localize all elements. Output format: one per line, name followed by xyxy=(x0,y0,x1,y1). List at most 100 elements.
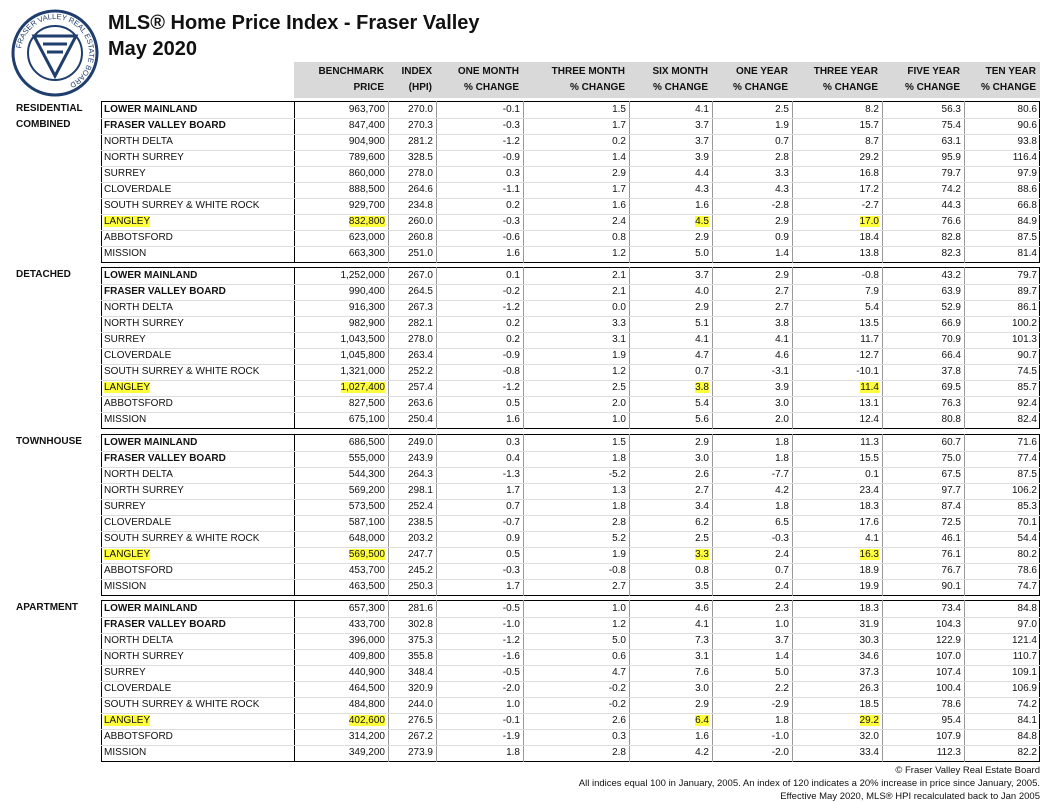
area-cell: SURREY xyxy=(104,166,146,182)
value-cell: 3.3 xyxy=(523,316,626,332)
cell-text: 0.3 xyxy=(506,437,520,448)
value-cell: 0.4 xyxy=(436,451,520,467)
cell-text: 18.4 xyxy=(859,232,879,243)
cell-text: 4.3 xyxy=(775,184,789,195)
cell-text: NORTH DELTA xyxy=(104,302,173,313)
value-cell: -0.5 xyxy=(436,665,520,681)
value-cell: 402,600 xyxy=(294,713,385,729)
cell-text: 11.4 xyxy=(860,382,879,393)
cell-text: 3.0 xyxy=(775,398,789,409)
cell-text: 1.3 xyxy=(612,485,626,496)
cell-text: 7.3 xyxy=(695,635,709,646)
value-cell: -1.2 xyxy=(436,380,520,396)
cell-text: 260.0 xyxy=(407,216,433,227)
value-cell: 1.6 xyxy=(629,729,709,745)
cell-text: 402,600 xyxy=(348,715,385,726)
value-cell: 84.9 xyxy=(964,214,1037,230)
value-cell: 70.9 xyxy=(882,332,961,348)
cell-text: CLOVERDALE xyxy=(104,683,172,694)
value-cell: 92.4 xyxy=(964,396,1037,412)
area-cell: ABBOTSFORD xyxy=(104,230,173,246)
cell-text: 2.8 xyxy=(612,517,626,528)
value-cell: 686,500 xyxy=(294,435,385,451)
cell-text: LOWER MAINLAND xyxy=(104,603,198,614)
cell-text: 587,100 xyxy=(348,517,385,528)
value-cell: 0.8 xyxy=(523,230,626,246)
cell-text: 3.4 xyxy=(695,501,709,512)
cell-text: 85.3 xyxy=(1017,501,1037,512)
value-cell: -1.3 xyxy=(436,467,520,483)
value-cell: 349,200 xyxy=(294,745,385,761)
cell-text: 2.9 xyxy=(695,437,709,448)
cell-text: 1.0 xyxy=(612,414,626,425)
value-cell: 2.8 xyxy=(523,515,626,531)
column-header: ONE YEAR xyxy=(735,66,788,77)
value-cell: 18.3 xyxy=(792,499,879,515)
cell-text: 70.1 xyxy=(1017,517,1037,528)
cell-text: 107.0 xyxy=(935,651,961,662)
value-cell: 314,200 xyxy=(294,729,385,745)
cell-text: 0.5 xyxy=(506,398,520,409)
value-cell: 1.0 xyxy=(712,617,789,633)
header-band xyxy=(294,62,1040,98)
value-cell: 34.6 xyxy=(792,649,879,665)
cell-text: 2.2 xyxy=(775,683,789,694)
value-cell: 264.5 xyxy=(388,284,433,300)
value-cell: 276.5 xyxy=(388,713,433,729)
cell-text: 43.2 xyxy=(941,270,961,281)
cell-text: 0.2 xyxy=(612,136,626,147)
cell-text: -1.3 xyxy=(502,469,520,480)
cell-text: -1.2 xyxy=(502,136,520,147)
area-cell: SURREY xyxy=(104,499,146,515)
value-cell: 1.5 xyxy=(523,102,626,118)
value-cell: 74.2 xyxy=(964,697,1037,713)
value-cell: -0.8 xyxy=(792,268,879,284)
value-cell: 569,500 xyxy=(294,547,385,563)
value-cell: 3.8 xyxy=(629,380,709,396)
cell-text: 1.8 xyxy=(775,501,789,512)
cell-text: 3.3 xyxy=(695,549,709,560)
cell-text: 2.4 xyxy=(775,549,789,560)
value-cell: -2.0 xyxy=(436,681,520,697)
cell-text: 95.9 xyxy=(941,152,961,163)
cell-text: 63.1 xyxy=(941,136,961,147)
column-header: THREE MONTH xyxy=(551,66,625,77)
cell-text: 74.2 xyxy=(1017,699,1037,710)
cell-text: 3.3 xyxy=(612,318,626,329)
cell-text: 80.2 xyxy=(1017,549,1037,560)
value-cell: -1.2 xyxy=(436,633,520,649)
cell-text: MISSION xyxy=(104,581,147,592)
area-cell: SOUTH SURREY & WHITE ROCK xyxy=(104,364,259,380)
cell-text: 888,500 xyxy=(348,184,385,195)
value-cell: 122.9 xyxy=(882,633,961,649)
cell-text: 76.3 xyxy=(941,398,961,409)
cell-text: 66.4 xyxy=(941,350,961,361)
value-cell: 1.6 xyxy=(436,246,520,262)
value-cell: 2.1 xyxy=(523,268,626,284)
value-cell: 251.0 xyxy=(388,246,433,262)
value-cell: 203.2 xyxy=(388,531,433,547)
cell-text: 3.1 xyxy=(612,334,626,345)
value-cell: -1.0 xyxy=(712,729,789,745)
value-cell: 663,300 xyxy=(294,246,385,262)
value-cell: 1.0 xyxy=(436,697,520,713)
cell-text: MISSION xyxy=(104,414,147,425)
cell-text: 5.0 xyxy=(775,667,789,678)
cell-text: 3.7 xyxy=(695,120,709,131)
cell-text: 657,300 xyxy=(348,603,385,614)
value-cell: 3.1 xyxy=(523,332,626,348)
cell-text: 84.9 xyxy=(1017,216,1037,227)
cell-text: 78.6 xyxy=(1017,565,1037,576)
value-cell: 4.1 xyxy=(792,531,879,547)
row-rule xyxy=(101,579,1040,580)
value-cell: 278.0 xyxy=(388,332,433,348)
cell-text: 75.0 xyxy=(941,453,961,464)
value-cell: 270.0 xyxy=(388,102,433,118)
area-cell: NORTH SURREY xyxy=(104,483,184,499)
value-cell: 832,800 xyxy=(294,214,385,230)
title: MLS® Home Price Index - Fraser Valley xyxy=(108,12,480,34)
cell-text: 789,600 xyxy=(348,152,385,163)
area-cell: LOWER MAINLAND xyxy=(104,102,197,118)
value-cell: 107.4 xyxy=(882,665,961,681)
value-cell: 267.3 xyxy=(388,300,433,316)
